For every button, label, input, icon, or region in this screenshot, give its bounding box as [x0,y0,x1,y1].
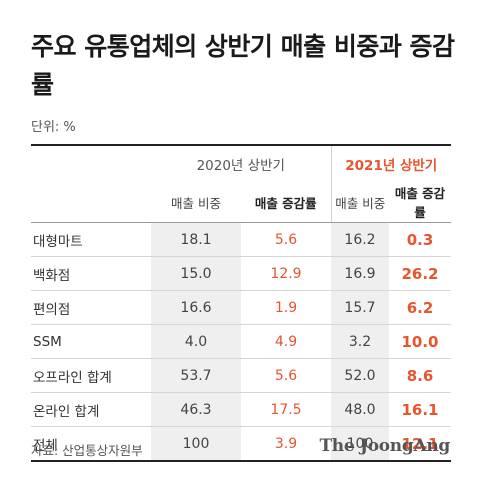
cell-2020-share: 53.7 [151,358,241,393]
col-2020-growth: 매출 증감률 [241,182,331,223]
table-row: 오프라인 합계 53.7 5.6 52.0 8.6 [31,358,451,393]
cell-2020-share: 18.1 [151,222,241,257]
period-header-row: 2020년 상반기 2021년 상반기 [31,146,451,182]
table-row: SSM 4.0 4.9 3.2 10.0 [31,324,451,359]
col-2020-share: 매출 비중 [151,182,241,223]
cell-2020-growth: 12.9 [241,256,331,291]
cell-2020-share: 4.0 [151,324,241,359]
cell-2021-share: 16.2 [331,222,389,257]
unit-label: 단위: % [31,120,76,135]
cell-2021-growth: 0.3 [389,222,451,257]
period-2020: 2020년 상반기 [196,158,285,174]
row-label: 온라인 합계 [31,392,151,427]
table-row: 백화점 15.0 12.9 16.9 26.2 [31,256,451,291]
cell-2021-share: 15.7 [331,290,389,325]
table-row: 대형마트 18.1 5.6 16.2 0.3 [31,222,451,257]
table-row: 편의점 16.6 1.9 15.7 6.2 [31,290,451,325]
cell-2021-share: 48.0 [331,392,389,427]
cell-2020-growth: 1.9 [241,290,331,325]
sales-table: 2020년 상반기 2021년 상반기 매출 비중 매출 증감률 매출 비중 매… [31,144,451,462]
row-label: 오프라인 합계 [31,358,151,393]
cell-2020-growth: 17.5 [241,392,331,427]
row-label: 편의점 [31,290,151,325]
table-row: 온라인 합계 46.3 17.5 48.0 16.1 [31,392,451,427]
page-title: 주요 유통업체의 상반기 매출 비중과 증감률 [31,32,455,99]
cell-2021-growth: 26.2 [389,256,451,291]
col-2021-share: 매출 비중 [330,182,389,223]
row-label: 대형마트 [31,222,151,257]
table-row: 전체 100 3.9 100 12.1 [31,426,451,462]
row-label: 백화점 [31,256,151,291]
cell-2021-share: 52.0 [331,358,389,393]
cell-2020-growth: 5.6 [241,358,331,393]
cell-2021-growth: 12.1 [389,426,451,462]
column-header-row: 매출 비중 매출 증감률 매출 비중 매출 증감률 [31,182,451,223]
cell-2020-growth: 3.9 [241,426,331,462]
cell-2021-growth: 6.2 [389,290,451,325]
cell-2021-growth: 10.0 [389,324,451,359]
row-label: SSM [31,324,151,359]
cell-2021-growth: 8.6 [389,358,451,393]
cell-2020-growth: 4.9 [241,324,331,359]
cell-2021-share: 3.2 [331,324,389,359]
period-2021: 2021년 상반기 [330,146,451,182]
row-label: 전체 [31,426,151,462]
cell-2021-share: 100 [331,426,389,462]
cell-2020-share: 15.0 [151,256,241,291]
col-2021-growth: 매출 증감률 [389,182,451,223]
cell-2021-share: 16.9 [331,256,389,291]
cell-2020-share: 16.6 [151,290,241,325]
cell-2020-growth: 5.6 [241,222,331,257]
cell-2021-growth: 16.1 [389,392,451,427]
cell-2020-share: 100 [151,426,241,462]
cell-2020-share: 46.3 [151,392,241,427]
brand-logo: The JoongAng [319,436,450,456]
source-note: 자료: 산업통상자원부 [31,443,143,458]
